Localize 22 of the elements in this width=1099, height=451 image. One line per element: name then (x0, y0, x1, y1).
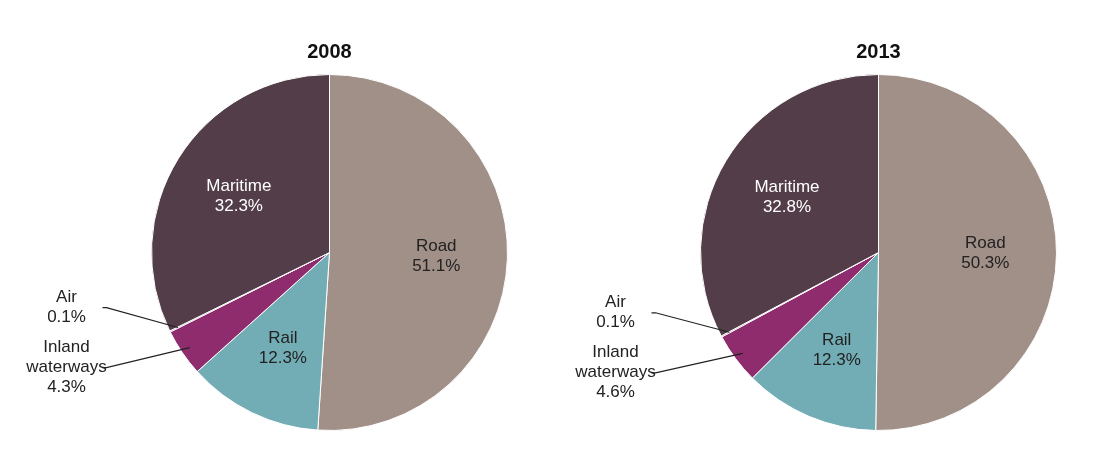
data-label: 32.3% (214, 195, 263, 215)
chart-title: 2013 (856, 39, 901, 62)
data-label: 4.3% (47, 377, 86, 397)
slice-label: Rail (268, 328, 298, 348)
data-label: 51.1% (412, 255, 461, 275)
data-label: 50.3% (961, 253, 1010, 273)
slice-label: Maritime (754, 177, 820, 197)
slice-label: Air (605, 292, 627, 312)
data-label: 4.6% (596, 382, 635, 402)
slice-label: Rail (822, 330, 852, 350)
chart-title: 2008 (307, 39, 352, 62)
slice-label: Road (415, 235, 457, 255)
slice-label: Road (964, 233, 1006, 253)
data-label: 12.3% (812, 350, 861, 370)
data-label: 12.3% (258, 348, 307, 368)
slice-label: Maritime (206, 175, 272, 195)
data-label: 0.1% (47, 307, 86, 327)
slice-label: Inland waterways (25, 337, 107, 377)
slice-label: Inland waterways (574, 342, 656, 382)
data-label: 0.1% (596, 312, 635, 332)
slice-label: Air (56, 287, 78, 307)
data-label: 32.8% (762, 197, 812, 217)
